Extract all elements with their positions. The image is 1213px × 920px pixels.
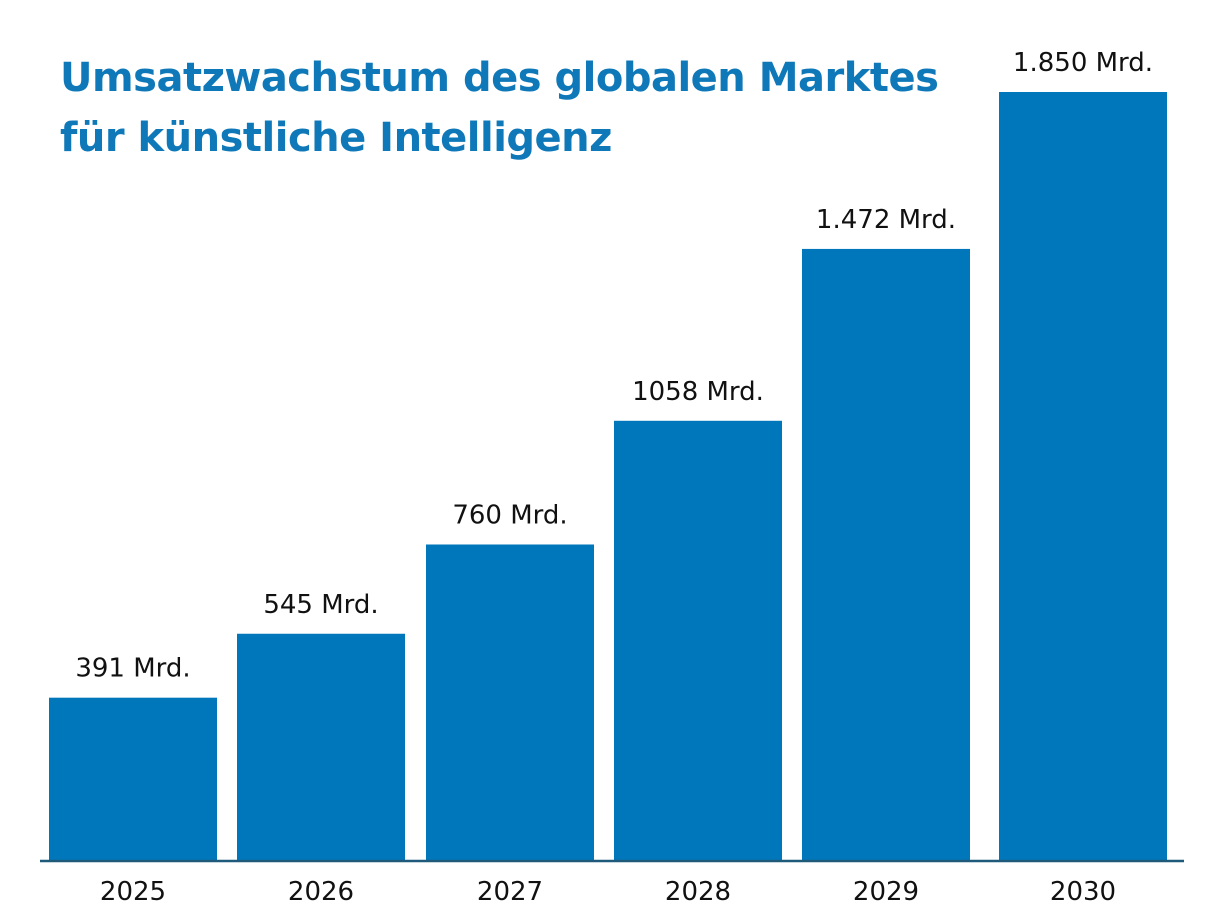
data-label-2027: 760 Mrd.: [452, 500, 567, 530]
bar-2028: [614, 420, 782, 860]
x-tick-label-2029: 2029: [853, 877, 919, 907]
bar-2027: [426, 544, 594, 860]
data-label-2029: 1.472 Mrd.: [816, 205, 956, 235]
x-tick-label-2027: 2027: [477, 877, 543, 907]
data-label-2030: 1.850 Mrd.: [1013, 48, 1153, 78]
x-tick-labels-group: 2025 2026 2027 2028 2029 2030: [100, 877, 1116, 907]
data-label-2028: 1058 Mrd.: [632, 377, 764, 407]
data-label-2026: 545 Mrd.: [263, 590, 378, 620]
chart-title: Umsatzwachstum des globalen Marktes für …: [60, 55, 939, 161]
data-labels-group: 391 Mrd. 545 Mrd. 760 Mrd. 1058 Mrd. 1.472 M…: [75, 48, 1153, 684]
x-tick-label-2025: 2025: [100, 877, 166, 907]
bar-2029: [802, 248, 970, 860]
data-label-2025: 391 Mrd.: [75, 654, 190, 684]
x-tick-label-2026: 2026: [288, 877, 354, 907]
bars-group: [49, 92, 1167, 860]
x-tick-label-2030: 2030: [1050, 877, 1116, 907]
x-tick-label-2028: 2028: [665, 877, 731, 907]
bar-2025: [49, 697, 217, 860]
bar-2026: [237, 633, 405, 860]
bar-2030: [999, 92, 1167, 860]
